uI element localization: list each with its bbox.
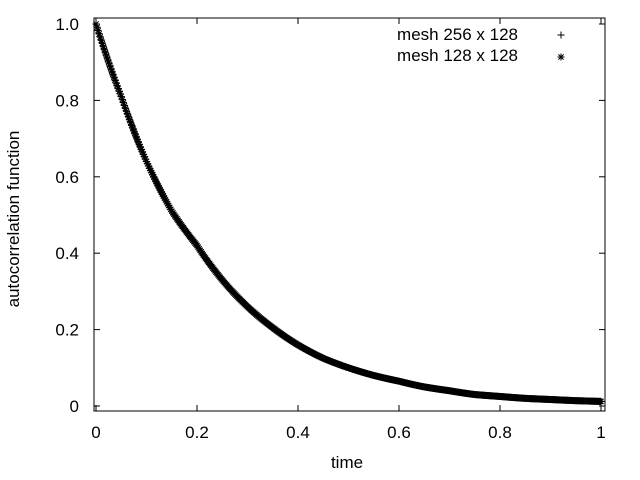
y-tick-label: 0.4: [55, 244, 79, 263]
series-mesh-128x128: [92, 20, 605, 405]
axis-ticks-layer: 0 0.2 0.4 0.6 0.8 1 0 0.2 0.4 0.6 0.8 1.0: [55, 15, 605, 442]
data-point-star: [597, 397, 605, 405]
legend-marker-star-icon: [557, 53, 565, 61]
plot-frame: [93, 17, 606, 412]
x-tick-label: 0.2: [185, 423, 209, 442]
y-tick-label: 0: [70, 397, 79, 416]
x-tick-label: 0.6: [387, 423, 411, 442]
legend: mesh 256 x 128 mesh 128 x 128: [397, 25, 565, 65]
legend-label-mesh-256x128: mesh 256 x 128: [397, 25, 518, 44]
data-point-star: [140, 153, 148, 161]
legend-label-mesh-128x128: mesh 128 x 128: [397, 46, 518, 65]
data-points-layer: [92, 20, 605, 405]
y-tick-label: 1.0: [55, 15, 79, 34]
x-tick-label: 0: [91, 423, 100, 442]
y-axis-title: autocorrelation function: [4, 131, 23, 308]
x-tick-label: 1: [596, 423, 605, 442]
legend-markers: [557, 31, 565, 61]
data-point-star: [138, 148, 146, 156]
data-point-star: [95, 30, 103, 38]
y-tick-label: 0.8: [55, 91, 79, 110]
x-axis-title: time: [331, 453, 363, 472]
legend-marker-plus-icon: [557, 31, 565, 39]
x-tick-label: 0.4: [286, 423, 310, 442]
y-tick-label: 0.2: [55, 321, 79, 340]
x-tick-label: 0.8: [488, 423, 512, 442]
y-tick-label: 0.6: [55, 168, 79, 187]
data-point-star: [131, 130, 139, 138]
